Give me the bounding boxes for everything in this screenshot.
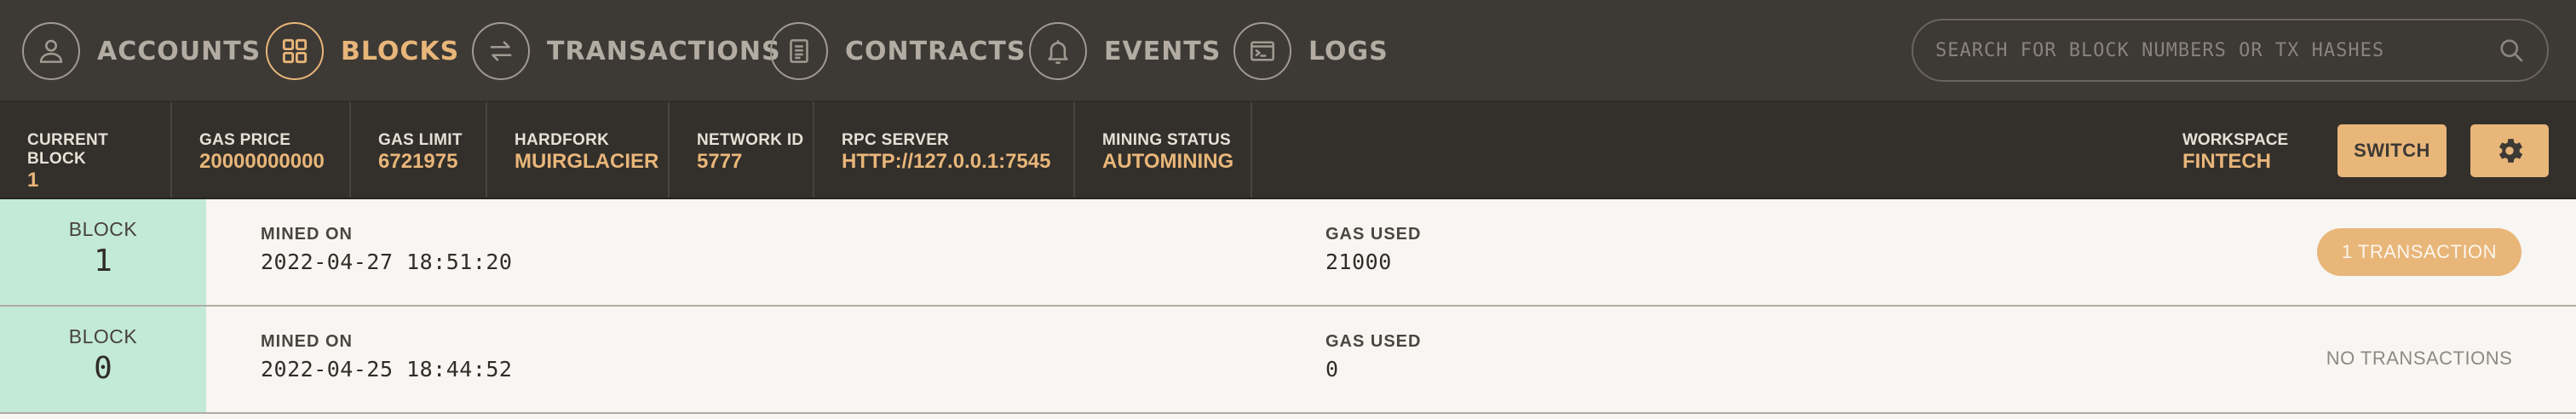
- block-number: 1: [94, 244, 112, 278]
- status-value: 20000000000: [199, 150, 325, 173]
- bell-icon: [1029, 22, 1087, 80]
- nav-events-label: EVENTS: [1104, 36, 1222, 66]
- blocks-grid-icon: [266, 22, 324, 80]
- no-transactions-label: NO TRANSACTIONS: [2326, 347, 2513, 369]
- terminal-icon: [1233, 22, 1291, 80]
- status-label: RPC SERVER: [842, 131, 950, 149]
- document-icon: [770, 22, 828, 80]
- gas-used-field: GAS USED 0: [1325, 330, 1421, 387]
- status-label: HARDFORK: [515, 131, 610, 149]
- nav-accounts[interactable]: ACCOUNTS: [22, 0, 261, 102]
- nav-contracts[interactable]: CONTRACTS: [770, 0, 1026, 102]
- nav-blocks-label: BLOCKS: [341, 36, 460, 66]
- nav-contracts-label: CONTRACTS: [845, 36, 1026, 66]
- gas-used-value: 21000: [1325, 250, 1392, 274]
- block-row[interactable]: BLOCK 0 MINED ON 2022-04-25 18:44:52 GAS…: [0, 307, 2576, 414]
- gas-used-field: GAS USED 21000: [1325, 223, 1421, 279]
- nav-blocks[interactable]: BLOCKS: [266, 0, 459, 102]
- status-current-block: CURRENT BLOCK 1: [0, 102, 172, 198]
- gas-used-label: GAS USED: [1325, 225, 1422, 244]
- block-badge: BLOCK 0: [0, 307, 206, 412]
- nav-logs[interactable]: LOGS: [1233, 0, 1389, 102]
- status-value: HTTP://127.0.0.1:7545: [842, 150, 1051, 173]
- nav-accounts-label: ACCOUNTS: [97, 36, 262, 66]
- switch-workspace-button[interactable]: SWITCH: [2337, 124, 2447, 177]
- gear-icon: [2493, 135, 2526, 167]
- nav-logs-label: LOGS: [1308, 36, 1389, 66]
- top-navigation: ACCOUNTS BLOCKS TRANSACTIONS: [0, 0, 2576, 102]
- mined-on-field: MINED ON 2022-04-25 18:44:52: [261, 330, 512, 387]
- block-badge: BLOCK 1: [0, 199, 206, 305]
- search-input[interactable]: [1934, 38, 2496, 62]
- status-label: GAS PRICE: [199, 131, 291, 149]
- status-hardfork: HARDFORK MUIRGLACIER: [487, 102, 670, 198]
- page-bottom: [0, 414, 2576, 417]
- status-label: GAS LIMIT: [378, 131, 463, 149]
- status-label: CURRENT BLOCK: [27, 131, 108, 168]
- user-icon: [22, 22, 80, 80]
- transaction-count-badge[interactable]: 1 TRANSACTION: [2317, 228, 2521, 276]
- workspace-name: FINTECH: [2182, 150, 2271, 173]
- gas-used-value: 0: [1325, 357, 1339, 382]
- workspace-label: WORKSPACE: [2182, 131, 2289, 149]
- settings-button[interactable]: [2470, 124, 2549, 177]
- status-label: MINING STATUS: [1102, 131, 1231, 149]
- status-rpc-server: RPC SERVER HTTP://127.0.0.1:7545: [814, 102, 1075, 198]
- status-gas-limit: GAS LIMIT 6721975: [351, 102, 487, 198]
- mined-on-label: MINED ON: [261, 225, 353, 244]
- status-label: NETWORK ID: [697, 131, 804, 149]
- search-box: [1912, 19, 2549, 82]
- status-value: 5777: [697, 150, 743, 173]
- search-icon[interactable]: [2496, 35, 2527, 66]
- status-bar: CURRENT BLOCK 1 GAS PRICE 20000000000 GA…: [0, 102, 2576, 199]
- mined-on-value: 2022-04-25 18:44:52: [261, 357, 513, 382]
- nav-transactions-label: TRANSACTIONS: [547, 36, 781, 66]
- status-value: AUTOMINING: [1102, 150, 1234, 173]
- block-number: 0: [94, 351, 112, 386]
- block-label: BLOCK: [68, 325, 138, 347]
- mined-on-field: MINED ON 2022-04-27 18:51:20: [261, 223, 512, 279]
- status-value: 6721975: [378, 150, 458, 173]
- status-value: MUIRGLACIER: [515, 150, 659, 173]
- status-mining-status: MINING STATUS AUTOMINING: [1075, 102, 1252, 198]
- status-gas-price: GAS PRICE 20000000000: [172, 102, 351, 198]
- block-label: BLOCK: [68, 218, 138, 240]
- gas-used-label: GAS USED: [1325, 332, 1422, 351]
- workspace-info: WORKSPACE FINTECH: [2182, 131, 2288, 174]
- mined-on-value: 2022-04-27 18:51:20: [261, 250, 513, 274]
- block-row[interactable]: BLOCK 1 MINED ON 2022-04-27 18:51:20 GAS…: [0, 199, 2576, 307]
- status-network-id: NETWORK ID 5777: [670, 102, 814, 198]
- mined-on-label: MINED ON: [261, 332, 353, 351]
- swap-arrows-icon: [472, 22, 530, 80]
- nav-transactions[interactable]: TRANSACTIONS: [472, 0, 781, 102]
- status-value: 1: [27, 169, 39, 192]
- nav-events[interactable]: EVENTS: [1029, 0, 1221, 102]
